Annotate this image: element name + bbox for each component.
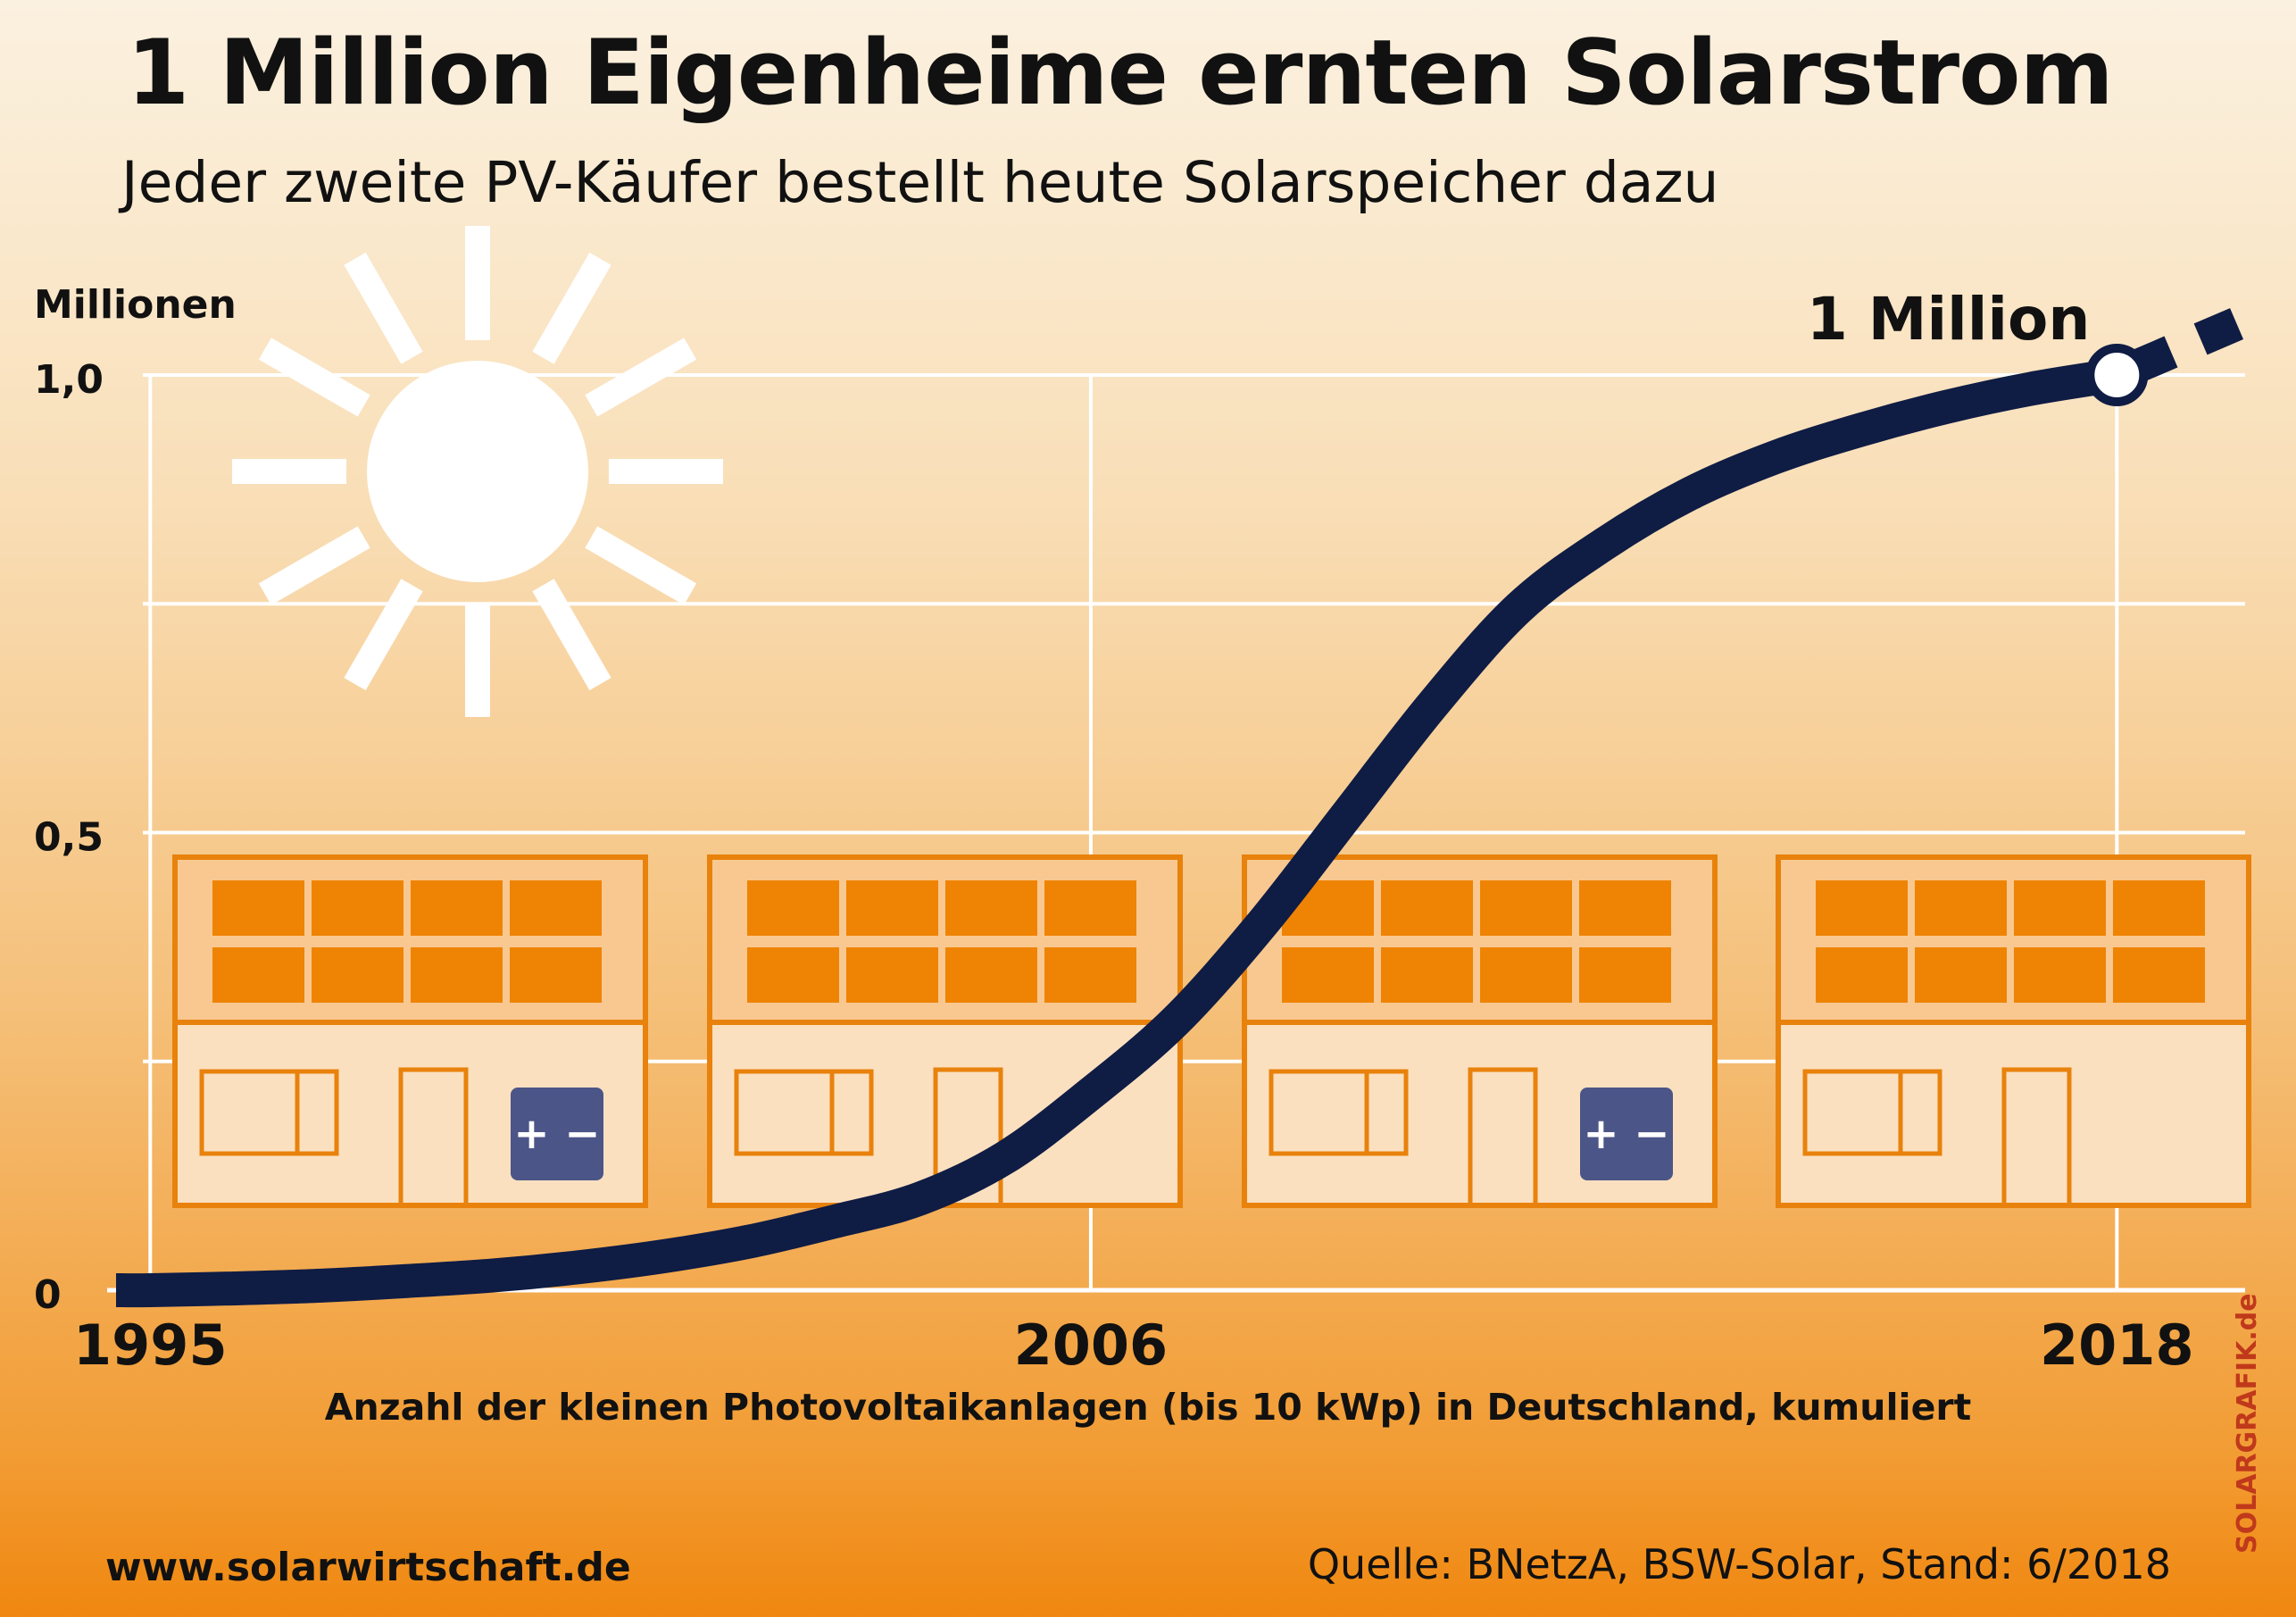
sun-ray: [465, 226, 490, 340]
page-subtitle: Jeder zweite PV-Käufer bestellt heute So…: [121, 150, 1719, 215]
house-icon: + −: [172, 854, 648, 1208]
battery-body: [511, 1088, 603, 1180]
sun-ray: [609, 459, 723, 484]
solar-panel-icon: [212, 947, 304, 1003]
house-window: [1802, 1069, 1942, 1156]
battery-body: [1580, 1088, 1673, 1180]
y-tick-label: 1,0: [34, 357, 104, 403]
solar-panel-icon: [945, 947, 1037, 1003]
sun-ray: [532, 579, 611, 691]
solar-panel-icon: [846, 880, 938, 936]
sun-ray: [585, 338, 697, 417]
sun-ray: [532, 252, 611, 364]
series-line: [115, 358, 2120, 1308]
solar-panel-icon: [2014, 947, 2106, 1003]
solar-panel-icon: [312, 947, 403, 1003]
solar-panel-icon: [1381, 880, 1473, 936]
house-icon: + −: [1242, 854, 1718, 1208]
x-axis-title: Anzahl der kleinen Photovoltaikanlagen (…: [324, 1386, 1972, 1429]
sun-icon: [232, 226, 723, 717]
house-icon: [707, 854, 1183, 1208]
solar-panel-icon: [1816, 880, 1908, 936]
solar-panel-icon: [2014, 880, 2106, 936]
sun-ray: [585, 526, 697, 605]
solar-panel-icon: [1044, 947, 1136, 1003]
solar-panel-icon: [1044, 880, 1136, 936]
sun-ray: [465, 603, 490, 717]
house-window: [199, 1069, 339, 1156]
solar-panel-icon: [1579, 880, 1671, 936]
sun-ray: [344, 252, 423, 364]
sun-ray: [258, 526, 370, 605]
house-window: [1269, 1069, 1409, 1156]
solar-panel-icon: [1915, 880, 2007, 936]
house-door: [398, 1067, 469, 1208]
sun-ray: [258, 338, 370, 417]
house-door: [1468, 1067, 1538, 1208]
battery-symbol: + −: [513, 1109, 600, 1159]
x-tick-label: 1995: [73, 1313, 228, 1378]
solar-panel-icon: [747, 947, 839, 1003]
solar-panel-icon: [1282, 947, 1374, 1003]
solar-panel-icon: [411, 947, 503, 1003]
solar-panel-icon: [1816, 947, 1908, 1003]
website-link[interactable]: www.solarwirtschaft.de: [105, 1545, 631, 1590]
solar-panel-icon: [1915, 947, 2007, 1003]
y-axis-title: Millionen: [34, 282, 237, 328]
x-tick-label: 2006: [1014, 1313, 1169, 1378]
solar-panel-icon: [312, 880, 403, 936]
solar-panel-icon: [2113, 880, 2205, 936]
annotation-label: 1 Million: [1807, 285, 2090, 354]
solar-panel-icon: [1480, 947, 1572, 1003]
solar-panel-icon: [1579, 947, 1671, 1003]
page-title: 1 Million Eigenheime ernten Solarstrom: [127, 20, 2114, 125]
house-facade: [1776, 1020, 2251, 1208]
solar-panel-icon: [510, 947, 602, 1003]
battery-symbol: + −: [1583, 1109, 1669, 1159]
house-door: [2001, 1067, 2072, 1208]
solar-panel-icon: [747, 880, 839, 936]
battery-icon: + −: [511, 1088, 603, 1180]
data-point-2018: [2085, 344, 2149, 406]
sun-ray: [232, 459, 346, 484]
house-window: [734, 1069, 874, 1156]
solar-panel-icon: [945, 880, 1037, 936]
y-tick-label: 0,5: [34, 815, 104, 861]
solar-panel-icon: [510, 880, 602, 936]
solar-panel-icon: [2113, 947, 2205, 1003]
solar-panel-icon: [1381, 947, 1473, 1003]
y-tick-label: 0: [34, 1272, 62, 1318]
solar-panel-icon: [411, 880, 503, 936]
house-door: [933, 1067, 1003, 1208]
solar-panel-icon: [212, 880, 304, 936]
solar-panel-icon: [846, 947, 938, 1003]
solar-panel-icon: [1480, 880, 1572, 936]
source-note: Quelle: BNetzA, BSW-Solar, Stand: 6/2018: [1307, 1540, 2171, 1588]
x-tick-label: 2018: [2040, 1313, 2194, 1378]
battery-icon: + −: [1580, 1088, 1673, 1180]
sun-ray: [344, 579, 423, 691]
house-icon: [1776, 854, 2251, 1208]
credit-label: SOLARGRAFIK.de: [2232, 1293, 2263, 1554]
